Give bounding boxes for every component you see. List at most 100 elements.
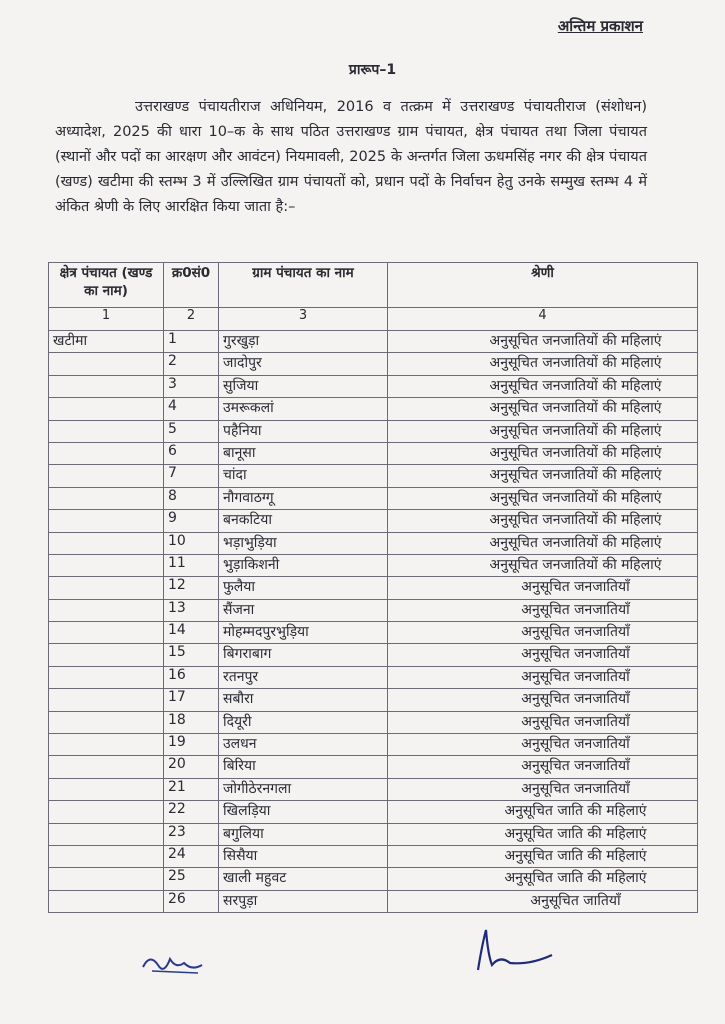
serial-cell: 4 [163,397,219,421]
village-name-cell: जोगीठेरनगला [218,777,388,802]
category-cell: अनुसूचित जनजातियॉं [387,688,698,712]
block-cell [48,352,164,376]
serial-cell: 9 [163,509,219,533]
block-cell [48,844,164,869]
category-cell: अनुसूचित जनजातियों की महिलाएं [387,509,698,533]
table-row: 12 फुलैया अनुसूचित जनजातियॉं [48,576,698,600]
serial-cell: 21 [163,777,219,802]
table-row: 3 सुजिया अनुसूचित जनजातियों की महिलाएं [48,374,698,399]
block-cell [48,665,164,690]
table-row: 21 जोगीठेरनगला अनुसूचित जनजातियॉं [48,777,698,802]
serial-cell: 18 [163,710,219,735]
serial-cell: 15 [163,643,219,667]
block-cell [48,509,164,533]
category-cell: अनुसूचित जाति की महिलाएं [387,867,698,891]
serial-cell: 19 [163,733,219,757]
table-row: 19 उलधन अनुसूचित जनजातियॉं [48,733,698,757]
table-row: 26 सरपुड़ा अनुसूचित जातियॉं [48,889,698,914]
column-number: 3 [218,307,388,331]
table-row: 14 मोहम्मदपुरभुड़िया अनुसूचित जनजातियॉं [48,621,698,645]
block-cell [48,531,164,555]
serial-cell: 14 [163,621,219,645]
category-cell: अनुसूचित जनजातियों की महिलाएं [387,553,698,578]
table-row: 7 चांदा अनुसूचित जनजातियों की महिलाएं [48,464,698,488]
category-cell: अनुसूचित जनजातियों की महिलाएं [387,531,698,555]
table-row: 17 सबौरा अनुसूचित जनजातियॉं [48,688,698,712]
category-cell: अनुसूचित जनजातियॉं [387,777,698,802]
table-row: 24 सिसैया अनुसूचित जाति की महिलाएं [48,844,698,869]
table-row: 8 नौगवाठग्गू अनुसूचित जनजातियों की महिलाएं [48,486,698,511]
category-cell: अनुसूचित जनजातियों की महिलाएं [387,329,698,354]
village-name-cell: बिगराबाग [218,643,388,667]
table-row: 5 पहैनिया अनुसूचित जनजातियों की महिलाएं [48,419,698,443]
table-row: 22 खिलड़िया अनुसूचित जाति की महिलाएं [48,800,698,824]
table-row: 23 बगुलिया अनुसूचित जाति की महिलाएं [48,822,698,846]
village-name-cell: सिसैया [218,844,388,869]
table-row: 6 बानूसा अनुसूचित जनजातियों की महिलाएं [48,441,698,466]
category-cell: अनुसूचित जनजातियॉं [387,665,698,690]
table-row: 20 बिरिया अनुसूचित जनजातियॉं [48,755,698,779]
block-cell [48,598,164,623]
category-cell: अनुसूचित जाति की महिलाएं [387,822,698,846]
signature-right [476,929,553,971]
village-name-cell: गुरखुड़ा [218,329,388,354]
village-name-cell: दियूरी [218,710,388,735]
serial-cell: 7 [163,464,219,488]
village-name-cell: बगुलिया [218,822,388,846]
serial-cell: 6 [163,441,219,466]
block-cell [48,486,164,511]
form-title: प्रारूप–1 [348,62,397,78]
village-name-cell: पहैनिया [218,419,388,443]
category-cell: अनुसूचित जाति की महिलाएं [387,844,698,869]
block-cell [48,867,164,891]
category-cell: अनुसूचित जनजातियों की महिलाएं [387,419,698,443]
column-number: 2 [163,307,219,331]
serial-cell: 17 [163,688,219,712]
serial-cell: 23 [163,822,219,846]
column-number: 4 [387,307,698,331]
serial-cell: 2 [163,352,219,376]
block-cell [48,621,164,645]
category-cell: अनुसूचित जनजातियॉं [387,733,698,757]
block-cell [48,822,164,846]
village-name-cell: उलधन [218,733,388,757]
header-category: श्रेणी [387,262,698,308]
table-row: 13 सैंजना अनुसूचित जनजातियॉं [48,598,698,623]
header-village: ग्राम पंचायत का नाम [218,262,388,308]
category-cell: अनुसूचित जाति की महिलाएं [387,800,698,824]
table-row: 2 जादोपुर अनुसूचित जनजातियों की महिलाएं [48,352,698,376]
category-cell: अनुसूचित जनजातियों की महिलाएं [387,397,698,421]
block-cell [48,374,164,399]
block-cell [48,777,164,802]
reservation-table: क्षेत्र पंचायत (खण्ड का नाम) क्र0सं0 ग्र… [48,262,698,914]
table-row: 10 भड़ाभुड़िया अनुसूचित जनजातियों की महिला… [48,531,698,555]
block-cell [48,688,164,712]
block-cell [48,643,164,667]
category-cell: अनुसूचित जनजातियों की महिलाएं [387,352,698,376]
category-cell: अनुसूचित जनजातियॉं [387,710,698,735]
signature-left [142,956,203,974]
serial-cell: 25 [163,867,219,891]
serial-cell: 1 [163,329,219,354]
block-cell [48,733,164,757]
table-row: 25 खाली महुवट अनुसूचित जाति की महिलाएं [48,867,698,891]
serial-cell: 3 [163,374,219,399]
table-row: 15 बिगराबाग अनुसूचित जनजातियॉं [48,643,698,667]
category-cell: अनुसूचित जनजातियॉं [387,621,698,645]
village-name-cell: भुड़ाकिशनी [218,553,388,578]
category-cell: अनुसूचित जनजातियॉं [387,643,698,667]
block-cell [48,889,164,914]
block-cell [48,441,164,466]
village-name-cell: चांदा [218,464,388,488]
table-row: 11 भुड़ाकिशनी अनुसूचित जनजातियों की महिलाए… [48,553,698,578]
village-name-cell: बिरिया [218,755,388,779]
final-publication-label: अन्तिम प्रकाशन [557,17,643,35]
village-name-cell: खाली महुवट [218,867,388,891]
village-name-cell: रतनपुर [218,665,388,690]
serial-cell: 24 [163,844,219,869]
village-name-cell: बनकटिया [218,509,388,533]
category-cell: अनुसूचित जनजातियॉं [387,755,698,779]
category-cell: अनुसूचित जनजातियों की महिलाएं [387,441,698,466]
header-block: क्षेत्र पंचायत (खण्ड का नाम) [48,262,164,308]
block-cell [48,755,164,779]
